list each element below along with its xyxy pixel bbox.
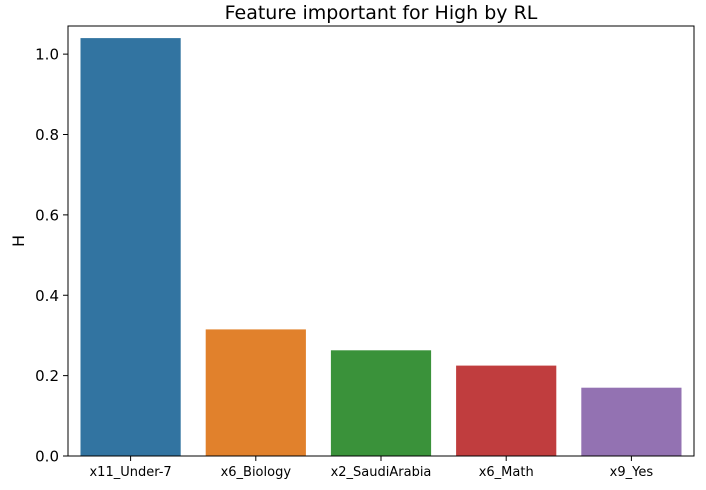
chart-title: Feature important for High by RL	[225, 2, 538, 24]
y-tick-label: 1.0	[35, 46, 59, 64]
y-tick-label: 0.8	[35, 126, 59, 144]
bars-group	[80, 38, 682, 456]
x-axis: x11_Under-7 x6_Biology x2_SaudiArabia x6_Ma…	[89, 456, 653, 480]
bar-x11_Under-7	[80, 38, 181, 456]
x-tick-label: x6_Biology	[221, 465, 292, 480]
y-tick-label: 0.2	[35, 367, 59, 385]
plot-frame	[67, 25, 695, 457]
y-tick-label: 0.0	[35, 448, 59, 466]
x-tick-label: x9_Yes	[610, 465, 654, 480]
y-axis: 0.0 0.2 0.4 0.6 0.8 1.0	[35, 46, 68, 466]
bar-x6_Biology	[205, 329, 306, 456]
bar-x6_Math	[456, 365, 557, 456]
y-axis-label: H	[9, 235, 28, 247]
x-tick-label: x6_Math	[479, 465, 534, 480]
y-tick-label: 0.6	[35, 206, 59, 224]
bar-x2_SaudiArabia	[330, 350, 432, 456]
y-tick-label: 0.4	[35, 287, 59, 305]
x-tick-label: x2_SaudiArabia	[331, 465, 432, 480]
x-tick-label: x11_Under-7	[89, 465, 171, 480]
bar-x9_Yes	[581, 387, 682, 456]
